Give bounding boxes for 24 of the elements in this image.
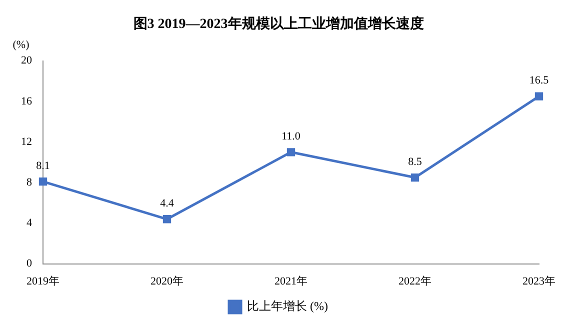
point bbox=[534, 92, 544, 100]
legend-label: 比上年增长 (%) bbox=[247, 299, 328, 314]
x-tick-label: 2019年 bbox=[26, 275, 60, 288]
point bbox=[410, 173, 420, 182]
x-tick-label: 2022年 bbox=[398, 275, 432, 288]
x-tick-label: 2023年 bbox=[522, 275, 556, 288]
chart-title: 图3 2019—2023年规模以上工业增加值增长速度 bbox=[133, 15, 424, 32]
y-tick-label: 8 bbox=[26, 176, 32, 188]
y-tick-label: 16 bbox=[21, 95, 32, 108]
point bbox=[162, 215, 172, 224]
data-label: 8.1 bbox=[36, 160, 50, 172]
y-tick-label: 12 bbox=[21, 136, 32, 148]
data-label: 16.5 bbox=[529, 74, 550, 87]
y-axis-title: (%) bbox=[12, 39, 30, 52]
data-label: 8.5 bbox=[408, 156, 422, 168]
y-tick-label: 0 bbox=[26, 258, 32, 270]
data-label: 4.4 bbox=[160, 198, 174, 210]
y-tick-label: 20 bbox=[21, 54, 32, 67]
point bbox=[286, 148, 296, 156]
point bbox=[38, 178, 48, 186]
x-tick-label: 2020年 bbox=[150, 275, 184, 288]
y-tick-label: 4 bbox=[26, 217, 32, 230]
x-tick-label: 2021年 bbox=[274, 275, 308, 288]
data-label: 11.0 bbox=[282, 130, 301, 143]
